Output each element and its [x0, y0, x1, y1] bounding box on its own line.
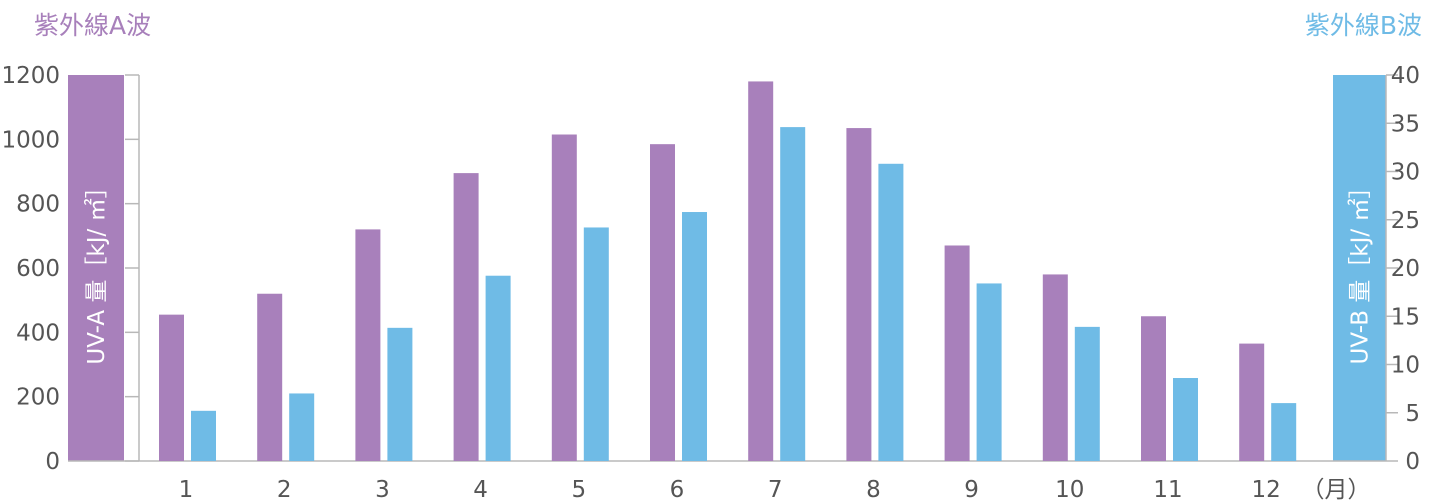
x-tick-label: 10 [1055, 477, 1084, 503]
right-tick-label: 40 [1391, 63, 1420, 89]
right-tick-label: 35 [1391, 111, 1420, 137]
series-label-uva: 紫外線A波 [34, 11, 151, 40]
bar-uvb [387, 327, 413, 461]
right-tick-label: 10 [1391, 353, 1420, 379]
bar-uva [159, 314, 184, 461]
left-tick-label: 1000 [1, 127, 60, 153]
right-tick-label: 25 [1391, 208, 1420, 234]
bar-uva [846, 128, 872, 461]
bar-uva [1239, 343, 1265, 461]
bar-uva [944, 245, 970, 461]
x-tick-label: 6 [670, 477, 685, 503]
bar-uva [453, 173, 479, 461]
bar-uvb [976, 283, 1002, 461]
left-tick-label: 200 [16, 385, 60, 411]
left-tick-label: 800 [16, 192, 60, 218]
x-tick-label: 1 [179, 477, 194, 503]
series-label-uvb: 紫外線B波 [1305, 11, 1422, 40]
bar-uvb [485, 275, 511, 461]
left-tick-label: 0 [45, 449, 60, 475]
x-tick-label: 3 [375, 477, 390, 503]
x-tick-label: 2 [277, 477, 292, 503]
x-tick-label: 11 [1153, 477, 1182, 503]
left-tick-label: 400 [16, 320, 60, 346]
uva-axis-band [68, 75, 124, 461]
bar-uvb [583, 227, 609, 461]
left-tick-label: 1200 [1, 63, 60, 89]
left-tick-label: 600 [16, 256, 60, 282]
bar-uva [257, 293, 283, 461]
bar-uvb [289, 393, 315, 461]
x-tick-label: 12 [1252, 477, 1281, 503]
uvb-axis-band [1333, 75, 1386, 461]
bar-uva [748, 81, 774, 461]
x-tick-label: 4 [473, 477, 488, 503]
bar-uva [355, 229, 381, 461]
x-tick-label: 9 [964, 477, 979, 503]
bar-uva [551, 134, 577, 461]
bar-uvb [878, 163, 904, 461]
bar-uvb [1173, 378, 1198, 461]
bar-uva [1141, 316, 1166, 461]
x-tick-label: 5 [571, 477, 586, 503]
x-tick-label: 8 [866, 477, 881, 503]
bar-uvb [1074, 326, 1100, 461]
bar-uva [650, 144, 675, 462]
bar-uvb [780, 127, 806, 462]
bar-uvb [682, 212, 707, 461]
bar-uvb [191, 410, 216, 461]
bar-uva [1042, 274, 1068, 461]
right-tick-label: 20 [1391, 256, 1420, 282]
right-tick-label: 0 [1405, 449, 1420, 475]
left-axis-label: UV-A 量［kJ/ ㎡］ [84, 175, 110, 364]
right-tick-label: 30 [1391, 160, 1420, 186]
bar-uvb [1271, 403, 1297, 461]
right-tick-label: 15 [1391, 304, 1420, 330]
x-tick-label: 7 [768, 477, 783, 503]
right-tick-label: 5 [1405, 401, 1420, 427]
x-unit-label: （月） [1302, 477, 1371, 503]
right-axis-label: UV-B 量［kJ/ ㎡］ [1348, 176, 1374, 365]
